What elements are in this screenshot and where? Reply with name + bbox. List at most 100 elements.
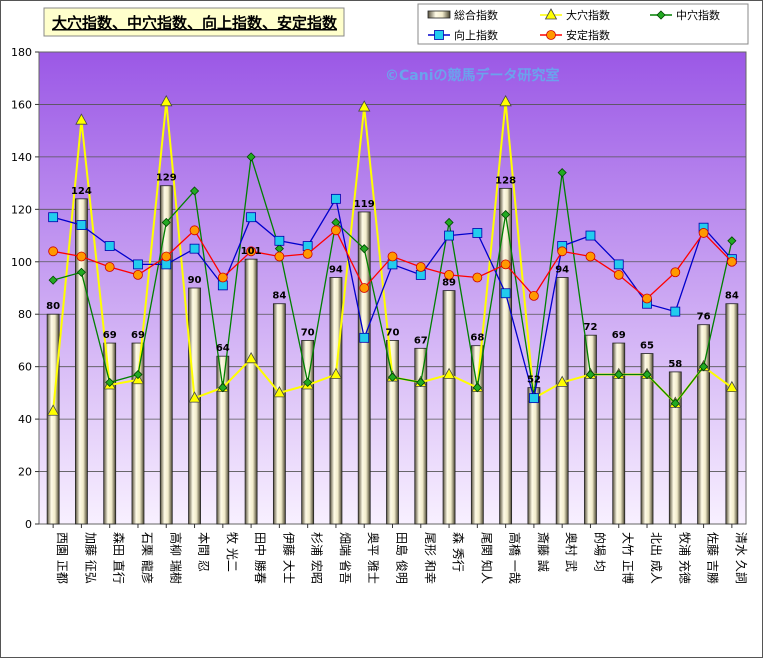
marker-diamond bbox=[642, 369, 652, 380]
marker-square bbox=[274, 235, 285, 246]
marker-diamond bbox=[359, 244, 369, 254]
marker-circle bbox=[642, 293, 652, 304]
bar-data-label: 94 bbox=[555, 265, 569, 276]
x-tick-label: 森田 直行 bbox=[112, 532, 127, 584]
marker-circle bbox=[444, 269, 454, 280]
y-tick-label: 160 bbox=[11, 98, 32, 111]
marker-diamond bbox=[670, 398, 680, 408]
x-tick-label: 田島 俊明 bbox=[395, 532, 410, 584]
bar bbox=[103, 342, 117, 525]
y-tick-label: 40 bbox=[18, 413, 32, 426]
marker-circle bbox=[557, 246, 568, 257]
bar-data-label: 84 bbox=[725, 291, 739, 302]
x-tick-label: 森 秀行 bbox=[451, 532, 466, 572]
marker-diamond bbox=[557, 168, 567, 178]
bar-data-label: 58 bbox=[668, 359, 682, 370]
marker-square bbox=[444, 230, 454, 241]
marker-diamond bbox=[76, 267, 86, 277]
marker-circle bbox=[104, 262, 115, 272]
bar-data-label: 69 bbox=[103, 330, 117, 341]
bar bbox=[329, 277, 343, 525]
bar bbox=[75, 198, 88, 525]
marker-circle bbox=[698, 228, 709, 238]
bar-data-label: 72 bbox=[583, 322, 597, 333]
x-tick-label: 尾形 和幸 bbox=[423, 532, 437, 584]
marker-circle bbox=[613, 269, 624, 280]
x-tick-label: 奥村 武 bbox=[564, 532, 578, 572]
marker-square bbox=[331, 193, 341, 204]
legend-label: 中穴指数 bbox=[676, 8, 720, 22]
bar bbox=[668, 371, 682, 525]
bar-data-label: 124 bbox=[71, 186, 92, 197]
marker-triangle bbox=[725, 380, 739, 393]
bar-data-label: 129 bbox=[156, 173, 177, 184]
marker-square bbox=[670, 306, 681, 317]
x-tick-label: 畑端 省吾 bbox=[338, 532, 352, 584]
bar-data-label: 67 bbox=[414, 335, 428, 346]
marker-circle bbox=[726, 256, 737, 267]
marker-circle bbox=[217, 272, 228, 283]
bar-data-label: 94 bbox=[329, 265, 343, 276]
y-tick-label: 120 bbox=[11, 203, 32, 216]
bar-data-label: 70 bbox=[301, 327, 315, 338]
marker-square bbox=[500, 288, 511, 299]
marker-triangle bbox=[75, 113, 88, 125]
x-tick-label: 的場 均 bbox=[592, 532, 607, 572]
marker-circle bbox=[48, 246, 59, 257]
marker-diamond bbox=[585, 369, 596, 380]
x-tick-label: 斎藤 誠 bbox=[536, 532, 551, 572]
bar bbox=[470, 345, 484, 525]
marker-triangle bbox=[244, 351, 258, 364]
marker-circle bbox=[359, 283, 370, 293]
bar bbox=[697, 324, 710, 525]
watermark-group: ©Caniの競馬データ研究室 bbox=[385, 67, 560, 84]
marker-circle bbox=[415, 262, 426, 272]
y-axis: 0 20 40 60 80 100 120 140 160 180 bbox=[11, 46, 39, 531]
bar-data-label: 84 bbox=[272, 291, 286, 302]
x-tick-label: 尾関 知人 bbox=[479, 532, 493, 584]
bar-labels: 80 124 69 69 129 90 64 101 84 70 94 119 70 67 89 68 128 5… bbox=[46, 173, 739, 386]
x-tick-label: 石栗 龍彦 bbox=[140, 532, 155, 584]
marker-square bbox=[359, 332, 370, 343]
x-axis: 西園 正都 加藤 征弘 森田 直行 石栗 龍彦 高柳 瑞樹 本間 忍牧 光二 田中 勝春 伊藤… bbox=[52, 524, 748, 584]
marker-triangle bbox=[329, 367, 343, 379]
bar-data-label: 76 bbox=[697, 312, 711, 323]
marker-triangle bbox=[160, 94, 173, 107]
bar bbox=[442, 290, 456, 525]
marker-triangle bbox=[499, 94, 512, 107]
marker-square bbox=[585, 230, 596, 241]
x-tick-label: 杉浦 宏昭 bbox=[310, 532, 325, 584]
y-tick-label: 20 bbox=[18, 466, 32, 479]
y-tick-label: 180 bbox=[11, 46, 32, 59]
marker-square bbox=[104, 241, 115, 251]
x-tick-label: 高橋 一哉 bbox=[508, 532, 523, 584]
y-tick-label: 140 bbox=[11, 151, 32, 164]
marker-diamond bbox=[727, 236, 737, 246]
x-tick-label: 佐藤 吉勝 bbox=[706, 532, 721, 584]
legend-label: 総合指数 bbox=[454, 8, 498, 22]
bar-data-label: 119 bbox=[354, 199, 375, 210]
x-tick-label: 大竹 正博 bbox=[621, 532, 636, 584]
marker-diamond bbox=[303, 377, 313, 387]
marker-square bbox=[472, 228, 483, 238]
marker-square bbox=[246, 212, 257, 223]
bar bbox=[159, 185, 173, 525]
bar bbox=[244, 258, 258, 525]
x-tick-label: 北出 成人 bbox=[649, 532, 663, 584]
bar bbox=[272, 303, 286, 525]
marker-triangle bbox=[544, 8, 558, 20]
legend-label: 向上指数 bbox=[454, 28, 498, 42]
legend-label: 安定指数 bbox=[566, 28, 610, 42]
marker-diamond bbox=[161, 217, 171, 228]
bar-data-label: 65 bbox=[640, 341, 654, 352]
bar bbox=[46, 313, 60, 525]
marker-circle bbox=[246, 246, 257, 257]
marker-square bbox=[189, 243, 200, 254]
marker-circle bbox=[274, 251, 285, 262]
bar bbox=[555, 277, 569, 525]
marker-diamond bbox=[472, 383, 482, 393]
marker-square bbox=[529, 393, 539, 404]
marker-circle bbox=[472, 272, 483, 283]
